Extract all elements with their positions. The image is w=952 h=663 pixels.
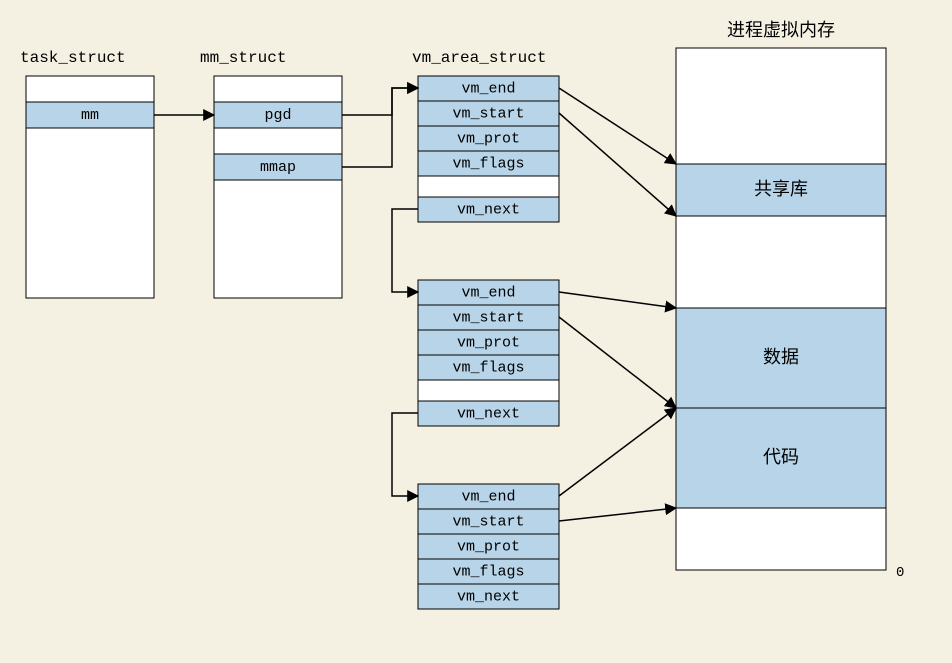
arrow bbox=[342, 88, 418, 167]
cell-label: vm_prot bbox=[457, 538, 520, 555]
vma-struct-box-1: vm_end vm_start vm_prot vm_flags vm_next bbox=[418, 280, 559, 426]
title-mm-struct: mm_struct bbox=[200, 49, 286, 67]
cell-label: vm_end bbox=[461, 488, 515, 505]
arrow bbox=[559, 113, 676, 216]
cell-label: vm_start bbox=[452, 513, 524, 530]
cell bbox=[676, 216, 886, 308]
diagram-canvas: task_struct mm_struct vm_area_struct 进程虚… bbox=[0, 0, 952, 663]
virtual-memory-box: 共享库数据代码 bbox=[676, 48, 886, 570]
cell-label: vm_end bbox=[461, 284, 515, 301]
arrow bbox=[559, 88, 676, 164]
cell-label: 共享库 bbox=[754, 179, 808, 199]
arrow bbox=[342, 88, 418, 115]
cell-label: 数据 bbox=[763, 347, 799, 367]
cell-label: vm_end bbox=[461, 80, 515, 97]
arrow bbox=[392, 413, 418, 496]
cell bbox=[418, 176, 559, 197]
cell-label: vm_flags bbox=[452, 563, 524, 580]
zero-marker: 0 bbox=[896, 565, 904, 581]
cell-label: vm_flags bbox=[452, 155, 524, 172]
cell-label: 代码 bbox=[763, 447, 799, 467]
cell-label: vm_next bbox=[457, 588, 520, 605]
vma-struct-box-0: vm_end vm_start vm_prot vm_flags vm_next bbox=[418, 76, 559, 222]
task-struct-box: mm bbox=[26, 76, 154, 298]
cell-label: vm_flags bbox=[452, 359, 524, 376]
vma-struct-box-2: vm_end vm_start vm_prot vm_flags vm_next bbox=[418, 484, 559, 609]
arrow bbox=[559, 408, 676, 496]
cell-label: vm_next bbox=[457, 405, 520, 422]
cell bbox=[26, 76, 154, 102]
cell bbox=[676, 48, 886, 164]
arrow bbox=[559, 317, 676, 408]
cell-label: vm_prot bbox=[457, 334, 520, 351]
cell-label: vm_next bbox=[457, 201, 520, 218]
cell bbox=[214, 76, 342, 102]
cell bbox=[214, 180, 342, 298]
title-vma-struct: vm_area_struct bbox=[412, 49, 546, 67]
title-virtual-memory: 进程虚拟内存 bbox=[727, 20, 835, 40]
cell-label: vm_start bbox=[452, 309, 524, 326]
arrow bbox=[559, 292, 676, 308]
cell bbox=[26, 128, 154, 298]
cell bbox=[214, 128, 342, 154]
cell-label: pgd bbox=[264, 107, 291, 124]
cell-label: mmap bbox=[260, 159, 296, 176]
cell-label: vm_prot bbox=[457, 130, 520, 147]
arrow bbox=[559, 508, 676, 521]
mm-struct-box: pgd mmap bbox=[214, 76, 342, 298]
cell-label: mm bbox=[81, 107, 99, 124]
title-task-struct: task_struct bbox=[20, 49, 126, 67]
cell bbox=[676, 508, 886, 570]
arrow bbox=[392, 209, 418, 292]
cell-label: vm_start bbox=[452, 105, 524, 122]
cell bbox=[418, 380, 559, 401]
